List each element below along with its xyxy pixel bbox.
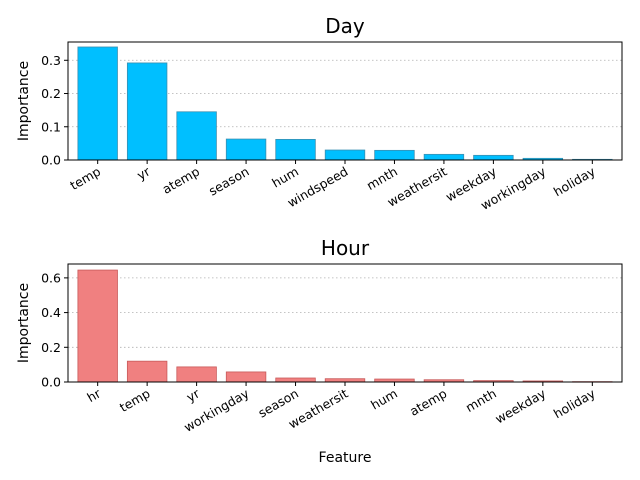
day-bars	[77, 46, 613, 161]
day-y-tick-label: 0.3	[41, 53, 61, 68]
day-x-tick-label: mnth	[364, 164, 400, 193]
day-bar-hum	[275, 138, 316, 161]
day-bar-weathersit	[423, 153, 465, 161]
hour-x-tick-label: hr	[84, 385, 104, 405]
hour-bar-hr	[77, 269, 118, 383]
day-x-tick-label: season	[206, 164, 252, 199]
hour-x-tick-label: mnth	[463, 386, 499, 415]
day-x-tick-label: temp	[67, 164, 103, 193]
hour-x-tick-label: temp	[117, 386, 153, 415]
hour-y-axis-label: Importance	[16, 283, 32, 363]
day-y-axis-label: Importance	[16, 61, 32, 141]
hour-bar-temp	[126, 360, 168, 383]
hour-y-tick-label: 0.0	[41, 375, 61, 390]
day-x-tick-label: holiday	[551, 163, 598, 199]
hour-bar-season	[275, 377, 316, 383]
hour-bar-workingday	[225, 371, 267, 383]
day-x-tick-label: yr	[134, 163, 153, 183]
hour-y-tick-label: 0.2	[41, 340, 61, 355]
day-x-tick-label: atemp	[160, 164, 203, 197]
hour-chart: Hour Importance 0.00.20.40.6 hr temp yrwor…	[16, 236, 623, 466]
day-y-tick-label: 0.1	[41, 119, 61, 134]
day-y-tick-label: 0.2	[41, 86, 61, 101]
day-bar-yr	[126, 62, 168, 161]
day-y-ticks: 0.0 0.1 0.2 0.3	[41, 53, 68, 168]
day-bar-windspeed	[324, 149, 366, 161]
hour-y-tick-label: 0.4	[41, 305, 61, 320]
hour-x-tick-label: holiday	[551, 385, 598, 421]
hour-bar-yr	[176, 366, 217, 383]
day-bar-atemp	[176, 111, 217, 161]
hour-x-tick-label: weekday	[492, 385, 548, 426]
day-chart-title: Day	[325, 14, 365, 38]
hour-x-tick-label: yr	[184, 385, 203, 405]
hour-chart-title: Hour	[321, 236, 370, 260]
day-y-tick-label: 0.0	[41, 153, 61, 168]
day-bar-season	[225, 138, 267, 161]
hour-x-tick-label: hum	[368, 386, 400, 413]
hour-x-tick-label: atemp	[407, 386, 450, 419]
day-chart: Day Importance 0.0 0.1 0.2 0.3 temp yr atemp s…	[16, 14, 623, 213]
hour-y-tick-label: 0.6	[41, 270, 61, 285]
hour-x-axis-label: Feature	[319, 450, 372, 466]
day-x-tick-label: hum	[269, 164, 301, 191]
day-bar-weekday	[473, 154, 514, 161]
hour-y-ticks: 0.0 0.2 0.4 0.6	[41, 270, 68, 390]
hour-bars	[77, 269, 613, 383]
day-bar-mnth	[374, 149, 415, 161]
day-bar-temp	[77, 46, 118, 161]
